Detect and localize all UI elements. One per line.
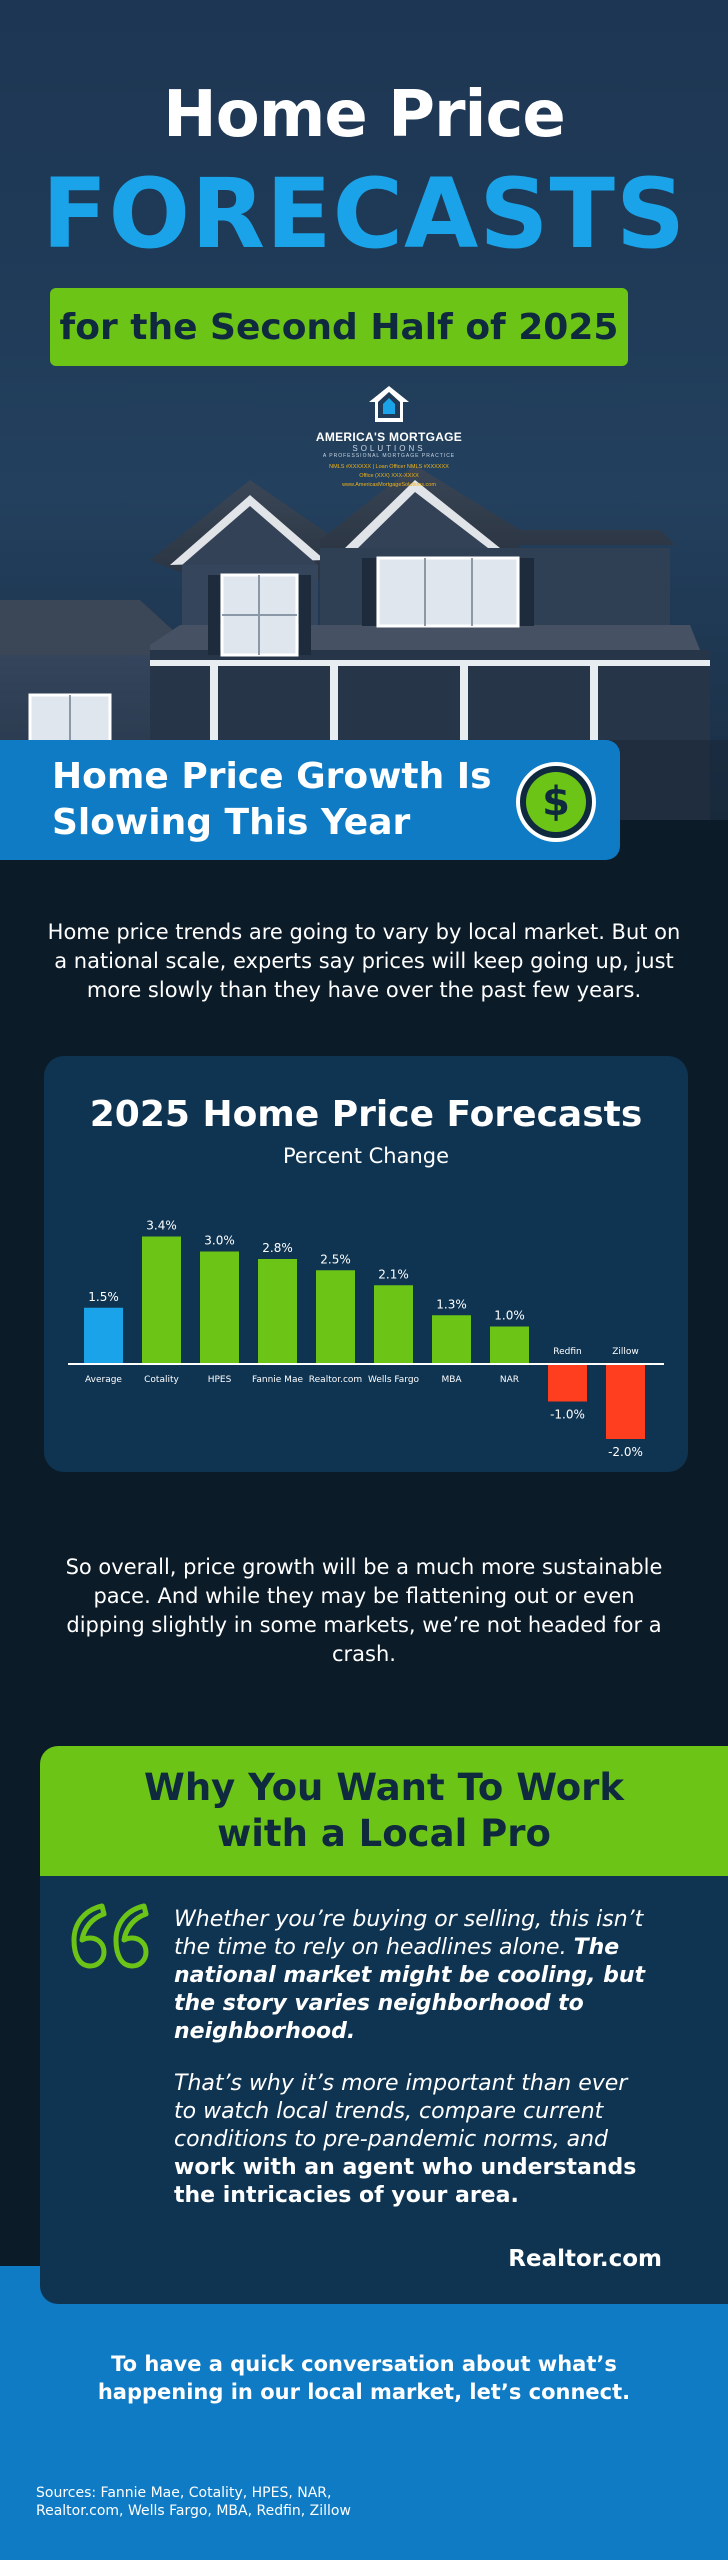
bar-wells-fargo [374, 1285, 413, 1364]
quote-paragraph-2: That’s why it’s more important than ever… [174, 2070, 654, 2210]
category-label: Wells Fargo [368, 1375, 420, 1385]
quote-p1-normal: Whether you’re buying or selling, this i… [174, 1907, 644, 1960]
subtitle-banner: for the Second Half of 2025 [50, 288, 628, 366]
category-label: NAR [500, 1375, 519, 1385]
dollar-badge: $ [516, 762, 596, 842]
chart-title: 2025 Home Price Forecasts [89, 1094, 643, 1135]
hero-section: Home Price FORECASTS for the Second Half… [0, 0, 728, 820]
category-label: Average [85, 1375, 122, 1385]
intro-paragraph: Home price trends are going to vary by l… [47, 920, 681, 1002]
value-label: -2.0% [608, 1445, 643, 1459]
value-label: 2.5% [320, 1252, 351, 1266]
quote-p2-normal: That’s why it’s more important than ever… [174, 2071, 628, 2152]
call-to-action: To have a quick conversation about what’… [97, 2352, 631, 2404]
value-label: -1.0% [550, 1408, 585, 1422]
quote-icon [71, 1903, 149, 1969]
bar-zillow [606, 1364, 645, 1439]
company-logo: AMERICA'S MORTGAGE SOLUTIONS A PROFESSIO… [314, 384, 464, 494]
value-label: 1.0% [494, 1309, 525, 1323]
bar-average [84, 1307, 123, 1364]
value-label: 1.5% [88, 1290, 119, 1304]
footer-background [0, 2266, 728, 2560]
pro-section-body: Whether you’re buying or selling, this i… [40, 1876, 728, 2304]
category-label: Redfin [553, 1347, 581, 1357]
logo-tagline: A PROFESSIONAL MORTGAGE PRACTICE [322, 453, 456, 459]
summary-paragraph: So overall, price growth will be a much … [65, 1555, 663, 1666]
pro-section-header: Why You Want To Work with a Local Pro [40, 1746, 728, 1876]
bar-redfin [548, 1364, 587, 1402]
logo-contact: NMLS #XXXXXX | Loan Officer NMLS #XXXXXX… [314, 463, 464, 490]
quote-p2-bold: work with an agent who understands the i… [174, 2155, 637, 2208]
value-label: 3.0% [204, 1234, 235, 1248]
sources-text: Sources: Fannie Mae, Cotality, HPES, NAR… [36, 2485, 351, 2519]
chart-card: 2025 Home Price Forecasts Percent Change… [44, 1056, 688, 1472]
quote-p1-bold: The national market might be cooling, bu… [174, 1935, 646, 2044]
bar-mba [432, 1315, 471, 1364]
logo-contact-line-1: NMLS #XXXXXX | Loan Officer NMLS #XXXXXX [329, 464, 449, 470]
category-label: MBA [441, 1375, 462, 1385]
hero-title-line-1: Home Price [163, 78, 566, 152]
bar-hpes [200, 1251, 239, 1364]
hero-title-line-2: FORECASTS [41, 158, 687, 270]
bar-nar [490, 1326, 529, 1364]
category-label: Cotality [144, 1375, 179, 1385]
value-label: 2.8% [262, 1241, 293, 1255]
house-logo-icon [369, 386, 409, 422]
category-label: Realtor.com [309, 1375, 362, 1385]
bar-realtor-com [316, 1270, 355, 1364]
chart-subtitle: Percent Change [282, 1144, 450, 1168]
logo-contact-line-3: www.AmericasMortgageSolutions.com [342, 482, 436, 488]
value-label: 1.3% [436, 1297, 467, 1311]
quote-text: Whether you’re buying or selling, this i… [174, 1906, 654, 2210]
section-title: Home Price Growth Is Slowing This Year [52, 756, 492, 843]
logo-name: AMERICA'S MORTGAGE [315, 430, 463, 444]
quote-paragraph-1: Whether you’re buying or selling, this i… [174, 1906, 654, 2046]
pro-section-title: Why You Want To Work with a Local Pro [144, 1766, 624, 1855]
section-header-growth: Home Price Growth Is Slowing This Year $ [0, 740, 620, 860]
bar-fannie-mae [258, 1259, 297, 1364]
category-label: Zillow [612, 1347, 639, 1357]
bar-chart: 1.5% Average 3.4% Cotality 3.0% HPES 2.8% Fanni… [68, 1219, 664, 1459]
bar-cotality [142, 1236, 181, 1364]
logo-contact-line-2: Office (XXX) XXX-XXXX [359, 473, 419, 479]
category-label: Fannie Mae [252, 1375, 303, 1385]
dollar-icon: $ [526, 772, 586, 832]
value-label: 3.4% [146, 1219, 177, 1233]
value-label: 2.1% [378, 1267, 409, 1281]
quote-source: Realtor.com [508, 2246, 662, 2272]
logo-sub: SOLUTIONS [352, 444, 426, 453]
category-label: HPES [208, 1375, 232, 1385]
subtitle-banner-text: for the Second Half of 2025 [59, 306, 619, 348]
